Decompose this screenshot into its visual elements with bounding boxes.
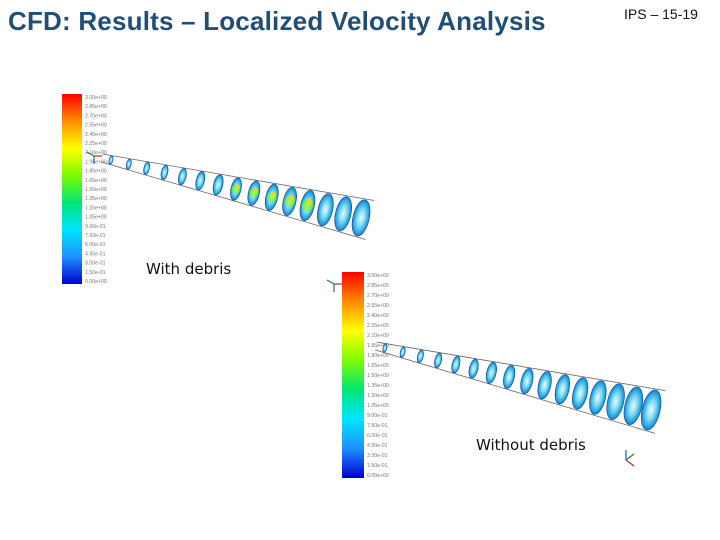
pipe-cross-section	[334, 196, 352, 232]
pipe-cross-section	[520, 368, 534, 394]
colorbar-tick-label: 1.05e+00	[367, 403, 389, 409]
pipe-cross-section	[317, 193, 334, 227]
axis-triad-icon	[86, 151, 102, 164]
colorbar-tick-label: 0.00e+00	[367, 473, 389, 479]
colorbar-tick-label: 1.95e+00	[85, 159, 107, 165]
colorbar-tick-label: 2.10e+00	[367, 333, 389, 339]
debris-velocity-region	[289, 195, 295, 202]
pipe-cross-section	[537, 371, 552, 400]
colorbar-tick-label: 1.20e+00	[85, 205, 107, 211]
document-id: IPS – 15-19	[624, 6, 698, 22]
pipe-cross-section	[451, 355, 461, 374]
debris-velocity-region	[306, 199, 313, 206]
pipe-cross-section	[125, 158, 132, 170]
pipe-cross-section	[623, 386, 644, 426]
colorbar-tick-label: 6.00e-01	[85, 242, 106, 248]
figure-label-with-debris: With debris	[146, 260, 232, 278]
pipe-cross-section	[399, 346, 406, 358]
pipe-cross-section	[416, 349, 424, 363]
colorbar-tick-label: 3.00e-01	[85, 261, 106, 267]
velocity-contour-plot-with-debris: 3.00e+00 2.85e+00 2.70e+00 2.55e+00 2.40e+00…	[62, 94, 375, 285]
colorbar-tick-label: 1.95e+00	[367, 343, 389, 349]
colorbar	[62, 94, 82, 284]
pipe-outline	[100, 153, 375, 240]
axis-triad-icon	[326, 279, 342, 292]
figure-label-without-debris: Without debris	[476, 436, 586, 454]
pipe-cross-section	[434, 352, 443, 369]
pipe-cross-section	[589, 380, 607, 415]
axis-triad-icon	[625, 450, 635, 467]
pipe-cross-section	[485, 361, 497, 384]
colorbar-tick-label: 9.00e-01	[367, 413, 388, 419]
colorbar-tick-label: 1.80e+00	[85, 169, 107, 175]
debris-velocity-region	[235, 184, 240, 189]
figure-with-debris: 3.00e+00 2.85e+00 2.70e+00 2.55e+00 2.40e+00…	[58, 86, 388, 290]
colorbar-tick-label: 7.50e-01	[85, 233, 106, 239]
colorbar-tick-label: 2.85e+00	[85, 104, 107, 110]
colorbar-tick-label: 4.50e-01	[85, 251, 106, 257]
colorbar	[342, 272, 364, 478]
colorbar-tick-label: 1.20e+00	[367, 393, 389, 399]
pipe-cross-section	[382, 343, 388, 353]
pipe-cross-section	[351, 199, 371, 237]
figure-without-debris: 3.00e+00 2.85e+00 2.70e+00 2.55e+00 2.40e+00…	[318, 262, 680, 480]
colorbar-tick-label: 6.00e-01	[367, 433, 388, 439]
colorbar-tick-label: 2.25e+00	[367, 323, 389, 329]
debris-velocity-region	[271, 191, 277, 197]
pipe-cross-section	[554, 374, 570, 405]
pipe-cross-section	[160, 164, 169, 180]
pipe-outline	[374, 341, 666, 434]
pipe-cross-section	[108, 155, 114, 165]
pipe-cross-section	[178, 168, 187, 186]
colorbar-tick-label: 2.70e+00	[85, 113, 107, 119]
pipe-cross-section	[468, 358, 479, 379]
colorbar-tick-label: 7.50e-01	[367, 423, 388, 429]
pipe-cross-section	[212, 174, 224, 196]
pipe-cross-section	[503, 365, 516, 389]
colorbar-tick-label: 3.00e+00	[85, 95, 107, 101]
slide-title: CFD: Results – Localized Velocity Analys…	[8, 6, 546, 36]
colorbar-tick-label: 1.50e-01	[85, 270, 106, 276]
colorbar-tick-label: 9.00e-01	[85, 224, 106, 230]
colorbar-tick-label: 1.80e+00	[367, 353, 389, 359]
pipe-cross-section	[571, 377, 589, 410]
colorbar-tick-label: 3.00e-01	[367, 453, 388, 459]
colorbar-tick-label: 1.35e+00	[85, 196, 107, 202]
colorbar-tick-label: 1.50e+00	[367, 373, 389, 379]
colorbar-tick-label: 4.50e-01	[367, 443, 388, 449]
pipe-cross-section	[606, 383, 625, 420]
colorbar-tick-label: 2.25e+00	[85, 141, 107, 147]
colorbar-tick-label: 1.65e+00	[85, 178, 107, 184]
pipe-cross-section	[143, 161, 151, 175]
colorbar-tick-label: 2.10e+00	[85, 150, 107, 156]
colorbar-tick-label: 1.50e-01	[367, 463, 388, 469]
colorbar-tick-label: 2.85e+00	[367, 283, 389, 289]
colorbar-tick-label: 1.50e+00	[85, 187, 107, 193]
colorbar-tick-label: 0.00e+00	[85, 279, 107, 285]
velocity-contour-plot-without-debris: 3.00e+00 2.85e+00 2.70e+00 2.55e+00 2.40e+00…	[326, 272, 666, 479]
colorbar-tick-label: 1.05e+00	[85, 215, 107, 221]
colorbar-tick-label: 2.40e+00	[85, 132, 107, 138]
pipe-cross-section	[640, 389, 662, 431]
colorbar-tick-label: 3.00e+00	[367, 273, 389, 279]
debris-velocity-region	[253, 188, 259, 193]
colorbar-tick-label: 1.65e+00	[367, 363, 389, 369]
colorbar-tick-label: 1.35e+00	[367, 383, 389, 389]
colorbar-tick-label: 2.40e+00	[367, 313, 389, 319]
colorbar-tick-label: 2.55e+00	[367, 303, 389, 309]
colorbar-tick-label: 2.55e+00	[85, 123, 107, 129]
colorbar-tick-label: 2.70e+00	[367, 293, 389, 299]
pipe-cross-section	[195, 171, 206, 191]
